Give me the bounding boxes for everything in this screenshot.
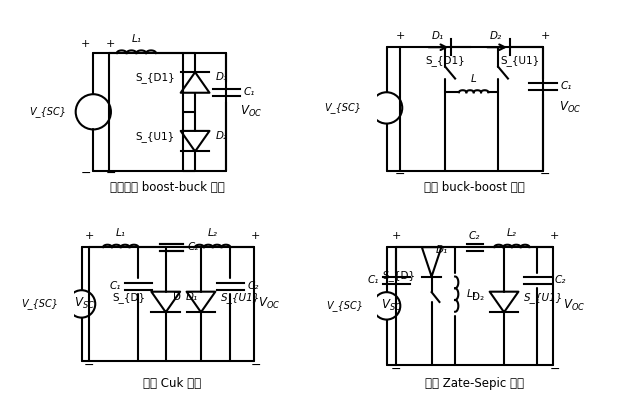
Text: 双向 Zate-Sepic 电路: 双向 Zate-Sepic 电路 [425, 377, 524, 390]
Text: D₂: D₂ [490, 32, 502, 41]
Text: S_{U1}: S_{U1} [136, 131, 175, 142]
Text: S_{D}: S_{D} [383, 270, 416, 281]
Text: C₁: C₁ [109, 281, 121, 291]
Text: −: − [540, 168, 550, 181]
Text: V_{SC}: V_{SC} [29, 106, 66, 117]
Text: S_{U1}: S_{U1} [524, 292, 564, 303]
Text: −: − [106, 166, 116, 179]
Text: L₁: L₁ [131, 34, 141, 44]
Text: V_{SC}: V_{SC} [21, 299, 58, 309]
Text: L₂: L₂ [208, 228, 218, 238]
Text: $V_{OC}$: $V_{OC}$ [240, 104, 262, 119]
Text: V_{SC}: V_{SC} [326, 301, 363, 311]
Text: −: − [250, 358, 261, 372]
Text: $V_{OC}$: $V_{OC}$ [559, 100, 581, 116]
Text: +: + [392, 231, 401, 241]
Text: C₁: C₁ [244, 87, 255, 97]
Text: C₂: C₂ [188, 242, 198, 252]
Text: D₂: D₂ [216, 131, 228, 141]
Text: $V_{SC}$: $V_{SC}$ [74, 297, 95, 311]
Text: D₁: D₁ [436, 245, 447, 255]
Text: +: + [540, 32, 550, 41]
Text: L₂: L₂ [507, 228, 517, 238]
Text: −: − [395, 168, 406, 181]
Text: +: + [81, 39, 90, 49]
Text: 双向 buck-boost 电路: 双向 buck-boost 电路 [424, 181, 525, 194]
Text: C₂: C₂ [469, 231, 481, 241]
Text: +: + [396, 32, 405, 41]
Text: −: − [391, 362, 402, 375]
Text: C₁: C₁ [561, 81, 572, 91]
Text: S_{U1}: S_{U1} [500, 55, 540, 66]
Text: 双向 Cuk 电路: 双向 Cuk 电路 [143, 377, 201, 390]
Text: 双向半桥 boost-buck 电路: 双向半桥 boost-buck 电路 [110, 181, 225, 194]
Text: S_{D1}: S_{D1} [135, 72, 175, 83]
Text: L₁: L₁ [467, 289, 477, 299]
Text: +: + [550, 231, 559, 241]
Text: L₁: L₁ [116, 228, 125, 238]
Text: L: L [471, 74, 477, 84]
Text: +: + [251, 231, 260, 241]
Text: C₁: C₁ [367, 276, 379, 285]
Text: D₂: D₂ [472, 292, 484, 302]
Text: D: D [173, 292, 180, 302]
Text: −: − [84, 358, 95, 372]
Text: +: + [84, 231, 94, 241]
Text: C₂: C₂ [248, 281, 259, 291]
Text: S_{U1}: S_{U1} [221, 292, 260, 303]
Text: V_{SC}: V_{SC} [324, 103, 361, 114]
Text: S_{D}: S_{D} [112, 292, 145, 303]
Text: D₁: D₁ [186, 292, 198, 302]
Text: −: − [80, 166, 91, 179]
Text: +: + [106, 39, 116, 49]
Text: $V_{OC}$: $V_{OC}$ [563, 298, 585, 314]
Text: D₁: D₁ [431, 32, 444, 41]
Text: C₂: C₂ [555, 276, 566, 285]
Text: D₁: D₁ [216, 72, 228, 82]
Text: −: − [550, 362, 560, 375]
Text: $V_{SC}$: $V_{SC}$ [381, 298, 402, 314]
Text: S_{D1}: S_{D1} [426, 55, 465, 66]
Text: $V_{OC}$: $V_{OC}$ [258, 297, 280, 311]
